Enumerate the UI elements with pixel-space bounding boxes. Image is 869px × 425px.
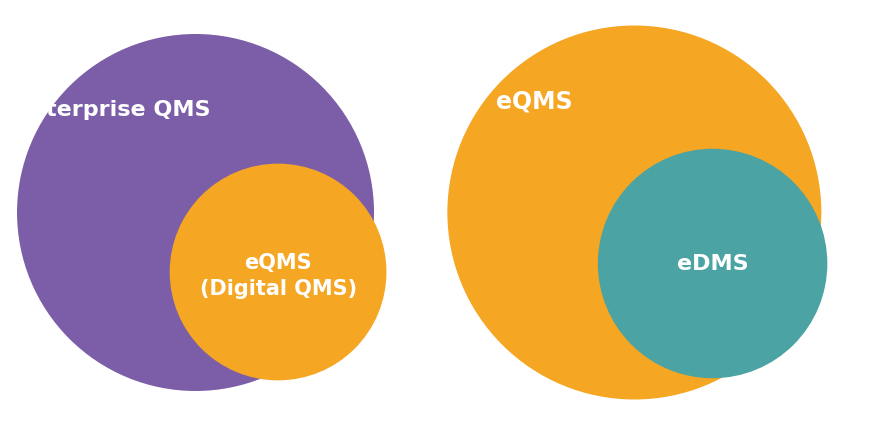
Text: eQMS: eQMS: [496, 90, 573, 114]
Ellipse shape: [598, 149, 827, 378]
Ellipse shape: [17, 34, 374, 391]
Text: eQMS
(Digital QMS): eQMS (Digital QMS): [200, 253, 356, 300]
Text: eDMS: eDMS: [677, 253, 748, 274]
Ellipse shape: [448, 26, 821, 399]
Ellipse shape: [169, 164, 387, 380]
Text: Enterprise QMS: Enterprise QMS: [16, 100, 210, 121]
